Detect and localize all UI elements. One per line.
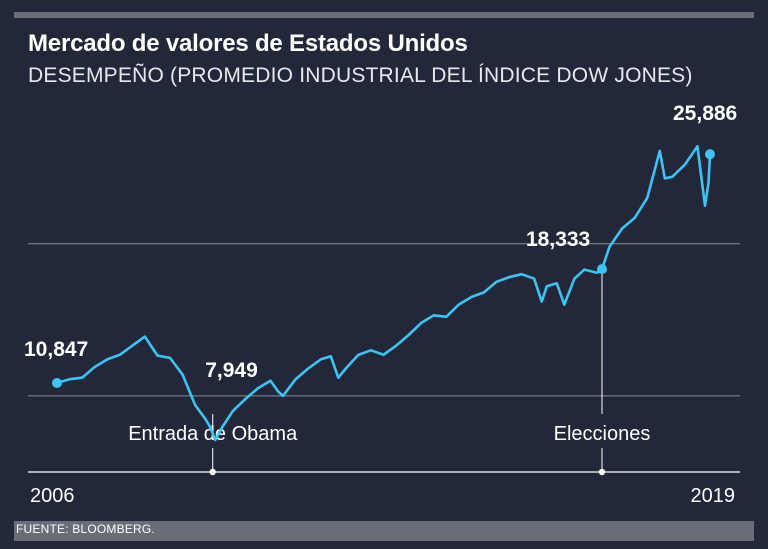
annotation-label: 10,847 [24, 338, 88, 361]
chart-subtitle: DESEMPEÑO (PROMEDIO INDUSTRIAL DEL ÍNDIC… [28, 64, 693, 87]
x-tick-label-end: 2019 [691, 485, 736, 507]
annotation-label: 7,949 [205, 359, 258, 382]
annotation-label: 25,886 [673, 102, 737, 125]
annotation-dot [52, 378, 62, 389]
event-label: Elecciones [554, 423, 651, 445]
series-line [55, 145, 712, 442]
gridlines [28, 243, 740, 397]
series-dow-jones [55, 145, 712, 442]
x-axis: 2006 2019 [28, 471, 740, 507]
top-rule [14, 12, 754, 18]
annotations: 10,847 7,949 18,333 25,886 [24, 102, 737, 389]
x-tick-label-start: 2006 [30, 485, 75, 507]
footer-bar [14, 521, 754, 541]
annotation-dot [705, 149, 715, 160]
annotation-label: 18,333 [526, 228, 590, 251]
source-note: FUENTE: BLOOMBERG. [16, 522, 155, 536]
chart-title: Mercado de valores de Estados Unidos [28, 30, 468, 57]
annotation-dot [597, 264, 608, 275]
